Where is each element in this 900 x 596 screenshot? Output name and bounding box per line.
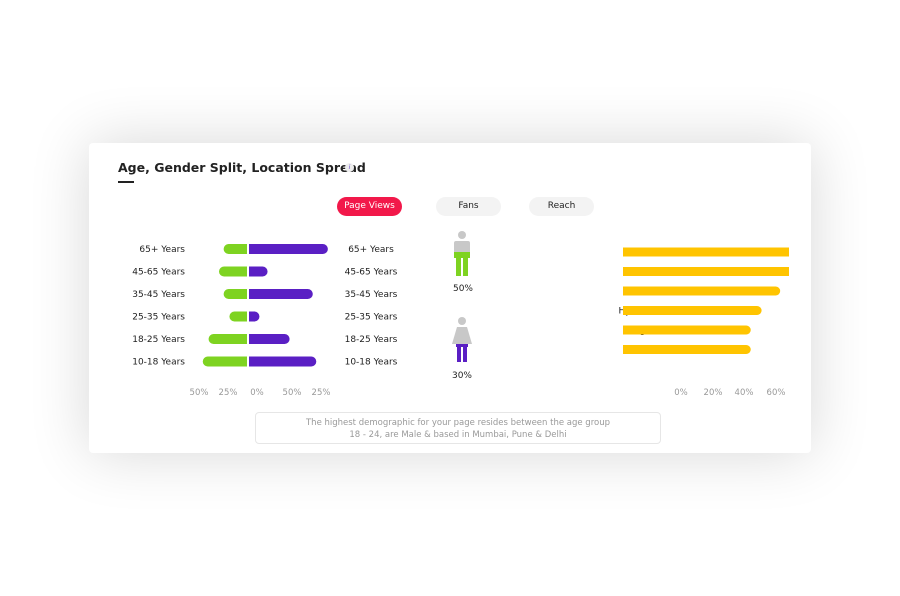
age-chart: 65+ Years 65+ Years 45-65 Years 45-65 Years… [132,244,398,398]
age-label-left: 45-65 Years [132,268,185,278]
male-bar [249,289,313,299]
female-bar-fill [228,244,247,254]
location-tick-label: 60% [767,388,786,398]
female-bar-fill [213,334,247,344]
age-tick-label: 50% [190,388,209,398]
age-label-left: 10-18 Years [132,358,185,368]
male-percent: 50% [452,284,473,294]
location-bar-base [623,325,628,335]
age-label-right: 10-18 Years [345,358,398,368]
bar-divider [247,311,249,322]
location-bar [623,325,751,335]
female-percent: 30% [451,371,472,381]
location-bar [623,345,751,354]
location-bar-base [623,306,628,315]
age-label-right: 35-45 Years [345,290,398,300]
age-tick-label: 25% [219,388,238,398]
age-label-right: 18-25 Years [345,335,398,345]
female-bar-fill [228,289,247,299]
age-tick-label: 25% [312,388,331,398]
age-label-left: 65+ Years [139,245,185,255]
male-icon [454,231,470,276]
age-tick-label: 50% [283,388,302,398]
female-icon [452,317,472,362]
location-bar-base [623,247,628,257]
bar-divider [247,244,249,254]
male-bar-base [249,356,255,367]
male-bar-base [249,266,255,277]
bar-divider [247,356,249,367]
male-bar-base [249,334,255,344]
demographics-card: Age, Gender Split, Location Spread i Pag… [89,143,811,453]
tab-fans[interactable]: Fans [436,197,501,216]
summary-line-2: 18 - 24, are Male & based in Mumbai, Pun… [349,430,567,440]
location-bar [623,267,789,276]
summary-box: The highest demographic for your page re… [255,412,661,444]
location-bar [623,306,762,315]
location-bar-base [623,267,628,276]
male-bar [249,356,317,367]
summary-line-1: The highest demographic for your page re… [305,418,610,428]
location-bar-base [623,286,628,296]
age-label-left: 35-45 Years [132,290,185,300]
location-bar-base [623,345,628,354]
age-label-left: 25-35 Years [132,313,185,323]
tab-page-views[interactable]: Page Views [337,197,402,216]
age-tick-label: 0% [250,388,264,398]
card-title: Age, Gender Split, Location Spread [118,160,366,175]
location-bar [623,286,781,296]
male-bar [249,244,328,254]
age-label-left: 18-25 Years [132,335,185,345]
bar-divider [247,289,249,299]
male-bar-base [249,311,255,322]
female-bar-fill [224,266,247,277]
bar-divider [247,334,249,344]
location-chart: MumbaiPuneDelhiHyderabadBangaloreKolkata… [619,247,789,398]
female-bar-fill [234,311,247,322]
male-bar-base [249,244,255,254]
male-bar-base [249,289,255,299]
info-icon[interactable]: i [345,163,354,172]
title-underline [118,181,134,183]
male-bar [249,334,290,344]
age-label-right: 65+ Years [348,245,394,255]
location-tick-label: 20% [704,388,723,398]
age-label-right: 45-65 Years [345,268,398,278]
tab-reach[interactable]: Reach [529,197,594,216]
bar-divider [247,266,249,277]
location-tick-label: 40% [735,388,754,398]
age-label-right: 25-35 Years [345,313,398,323]
location-tick-label: 0% [674,388,688,398]
female-bar-fill [207,356,247,367]
location-bar [623,247,789,257]
